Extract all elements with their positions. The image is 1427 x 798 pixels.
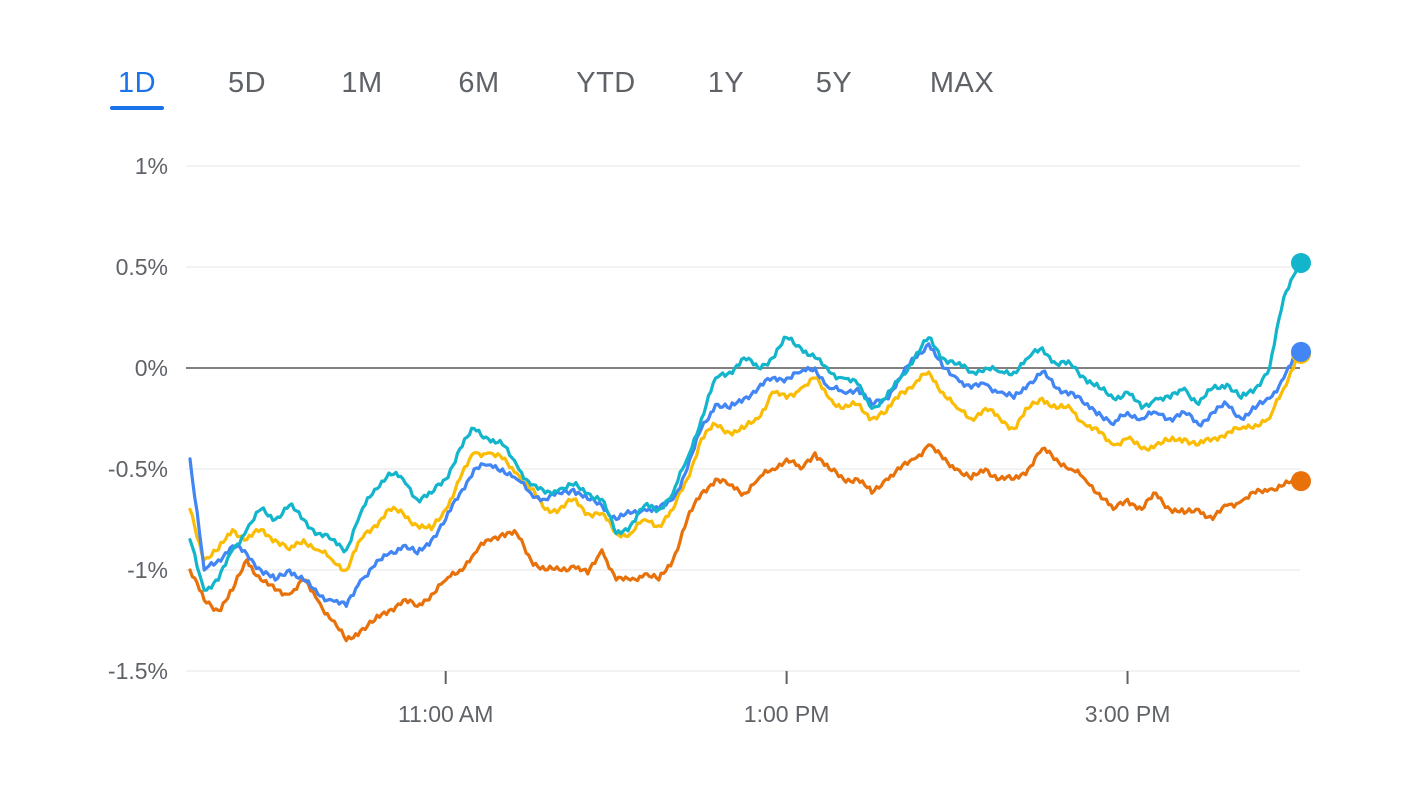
x-tick-label: 1:00 PM xyxy=(744,701,830,727)
tab-label: MAX xyxy=(929,67,995,99)
active-tab-underline xyxy=(110,106,164,110)
y-tick-label: -1% xyxy=(127,557,168,583)
tab-label: 1Y xyxy=(707,67,745,99)
tab-1d[interactable]: 1D xyxy=(110,60,164,110)
tab-label: 1M xyxy=(341,67,383,99)
series-endpoint-dot xyxy=(1291,341,1311,362)
tab-max[interactable]: MAX xyxy=(914,60,1010,110)
y-tick-label: 0% xyxy=(135,355,168,381)
series-endpoints xyxy=(1291,252,1311,492)
y-tick-label: -0.5% xyxy=(108,456,168,482)
time-range-tabs: 1D 5D 1M 6M YTD 1Y 5Y MAX xyxy=(0,60,1100,114)
tab-label: 5D xyxy=(227,67,267,99)
series-line xyxy=(188,342,1300,608)
tab-label: 5Y xyxy=(815,67,853,99)
tab-5d[interactable]: 5D xyxy=(214,60,280,110)
y-tick-label: 1% xyxy=(135,153,168,179)
y-tick-label: 0.5% xyxy=(116,254,168,280)
tab-ytd[interactable]: YTD xyxy=(566,60,646,110)
tab-5y[interactable]: 5Y xyxy=(801,60,867,110)
tab-label: YTD xyxy=(576,67,636,99)
series-lines xyxy=(188,261,1300,643)
tab-1m[interactable]: 1M xyxy=(326,60,398,110)
tab-1y[interactable]: 1Y xyxy=(691,60,761,110)
gridlines xyxy=(186,165,1300,672)
series-endpoint-dot xyxy=(1291,252,1311,273)
series-line xyxy=(188,352,1300,573)
y-tick-label: -1.5% xyxy=(108,658,168,684)
series-line xyxy=(188,261,1300,592)
series-line xyxy=(188,443,1300,643)
tab-6m[interactable]: 6M xyxy=(443,60,515,110)
x-tick-label: 3:00 PM xyxy=(1085,701,1171,727)
tab-label: 6M xyxy=(458,67,500,99)
series-endpoint-dot xyxy=(1291,471,1311,492)
x-axis: 11:00 AM 1:00 PM 3:00 PM xyxy=(398,671,1170,727)
x-tick-label: 11:00 AM xyxy=(398,701,493,727)
tab-label: 1D xyxy=(117,67,157,99)
y-axis-labels: 1% 0.5% 0% -0.5% -1% -1.5% xyxy=(108,153,168,684)
